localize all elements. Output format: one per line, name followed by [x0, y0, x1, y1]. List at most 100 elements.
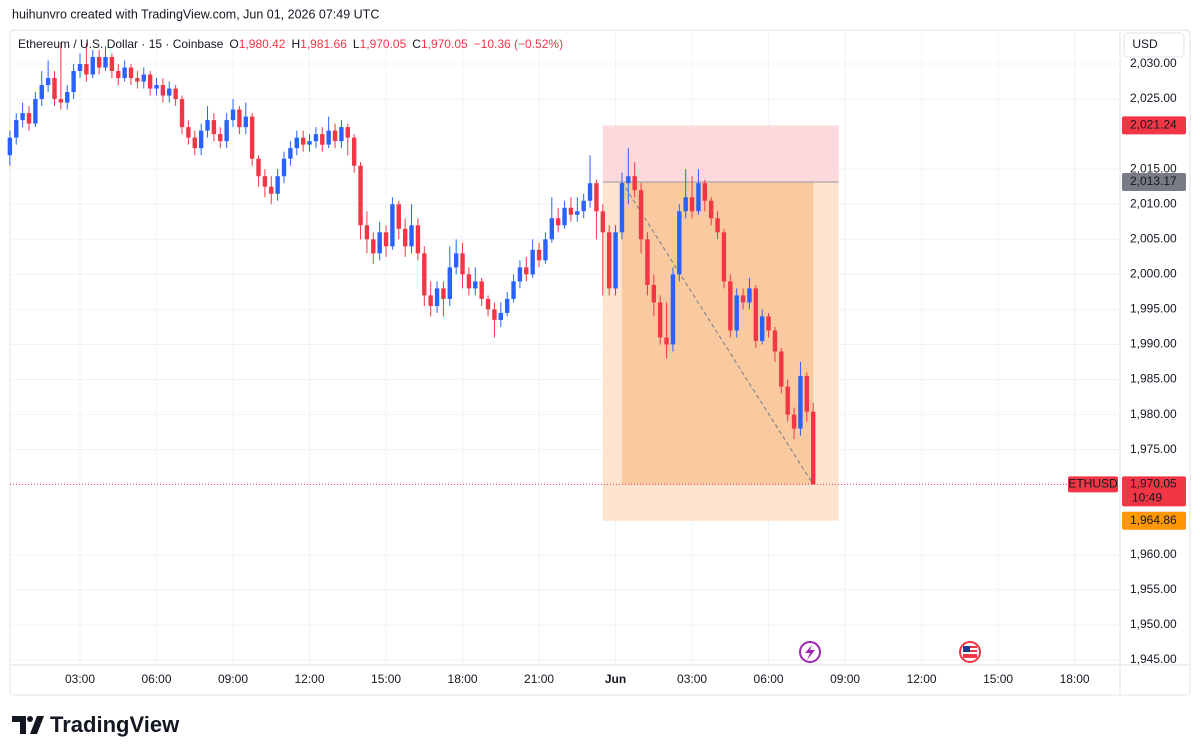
- x-tick-label: 06:00: [754, 672, 784, 686]
- y-tick-label: 2,025.00: [1130, 91, 1177, 105]
- target-label: 1,964.86: [1130, 513, 1177, 527]
- y-tick-label: 2,010.00: [1130, 196, 1177, 210]
- candle-body: [772, 330, 778, 352]
- candle-body: [434, 288, 440, 306]
- y-tick-label: 1,990.00: [1130, 337, 1177, 351]
- ohlc-key: C: [412, 37, 421, 51]
- change: −10.36 (−0.52%): [474, 37, 563, 51]
- candle-body: [39, 85, 44, 100]
- candle-body: [377, 232, 382, 254]
- candle-body: [568, 207, 574, 215]
- stop-label: 2,021.24: [1130, 118, 1177, 132]
- candle-body: [71, 71, 76, 93]
- candle-body: [262, 176, 268, 187]
- candle-body: [326, 130, 331, 145]
- candle-body: [740, 295, 746, 303]
- entry-label: 2,013.17: [1130, 174, 1177, 188]
- ohlc-value: 1,970.05: [360, 37, 407, 51]
- candle-body: [766, 316, 771, 331]
- candle-body: [103, 56, 108, 68]
- candle-body: [606, 232, 612, 289]
- candle-body: [453, 253, 459, 268]
- logo-text: TradingView: [50, 712, 180, 737]
- entry-badge: [1122, 173, 1186, 192]
- candle-body: [677, 211, 682, 275]
- candle-body: [708, 200, 714, 219]
- x-tick-label: 12:00: [907, 672, 937, 686]
- candle-body: [249, 116, 255, 159]
- candle-body: [536, 249, 542, 261]
- candle-body: [460, 253, 465, 275]
- candle-body: [396, 204, 401, 229]
- candle-body: [351, 137, 357, 166]
- candle-body: [530, 249, 535, 275]
- candle-body: [307, 141, 312, 145]
- symbol: ETHUSD: [1068, 477, 1118, 491]
- candle-body: [492, 309, 497, 320]
- ohlc-key: L: [353, 37, 360, 51]
- chart-area: 2,030.00 2,025.00 2,015.00 2,010.00 2,005.00…: [7, 30, 1190, 695]
- ohlc-value: 1,980.42: [239, 37, 286, 51]
- candle-body: [562, 207, 567, 226]
- legend: Ethereum / U.S. Dollar · 15 · Coinbase O1…: [18, 37, 563, 51]
- ohlc-key: H: [291, 37, 300, 51]
- candle-body: [141, 74, 146, 82]
- trade-path: [621, 181, 814, 485]
- candle-body: [186, 127, 191, 138]
- candle-body: [288, 148, 293, 159]
- currency[interactable]: USD: [1132, 37, 1158, 51]
- candle-body: [600, 211, 606, 233]
- candle-body: [517, 267, 523, 282]
- candle-body: [256, 158, 261, 177]
- candle-body: [702, 183, 708, 201]
- lightning-icon: [799, 641, 821, 663]
- candle-body: [109, 56, 115, 72]
- candle-body: [619, 183, 625, 233]
- candle-body: [122, 67, 127, 79]
- candle-body: [300, 137, 306, 145]
- candle-body: [798, 376, 803, 429]
- candle-body: [543, 239, 548, 261]
- stop-zone: [602, 125, 839, 183]
- candle-body: [785, 386, 790, 415]
- candle-body: [594, 183, 599, 212]
- currency-button[interactable]: [1123, 32, 1185, 58]
- candle-body: [211, 120, 217, 135]
- candle-body: [358, 165, 363, 226]
- candle-body: [511, 281, 516, 299]
- candle-body: [313, 134, 319, 142]
- x-tick-label: 21:00: [524, 672, 554, 686]
- candle-body: [638, 190, 644, 240]
- candle-body: [664, 337, 669, 345]
- candle-body: [383, 232, 389, 247]
- y-tick-label: 1,945.00: [1130, 652, 1177, 666]
- candle-body: [721, 232, 727, 282]
- candle-body: [179, 99, 185, 128]
- candle-body: [715, 218, 720, 233]
- ohlc-value: 1,970.05: [421, 37, 468, 51]
- candle-body: [759, 316, 765, 341]
- candle-body: [645, 239, 650, 285]
- candle-body: [198, 130, 204, 149]
- candle-body: [52, 78, 57, 100]
- candle-body: [504, 298, 510, 313]
- candle-body: [205, 120, 210, 131]
- candle-body: [294, 137, 299, 149]
- x-tick-label: 18:00: [448, 672, 478, 686]
- candle-body: [332, 130, 338, 142]
- candle-body: [581, 200, 586, 212]
- candle-body: [14, 120, 19, 138]
- candle-body: [651, 284, 657, 303]
- candle-body: [670, 274, 676, 345]
- candle-body: [555, 218, 561, 226]
- candle-body: [116, 71, 121, 79]
- candle-body: [224, 120, 229, 142]
- candle-body: [466, 274, 472, 289]
- candle-body: [65, 92, 70, 103]
- y-tick-label: 1,960.00: [1130, 547, 1177, 561]
- attribution: huihunvro created with TradingView.com, …: [12, 7, 379, 21]
- candle-body: [779, 351, 784, 387]
- candle-body: [339, 127, 344, 142]
- x-tick-label: Jun: [605, 672, 626, 686]
